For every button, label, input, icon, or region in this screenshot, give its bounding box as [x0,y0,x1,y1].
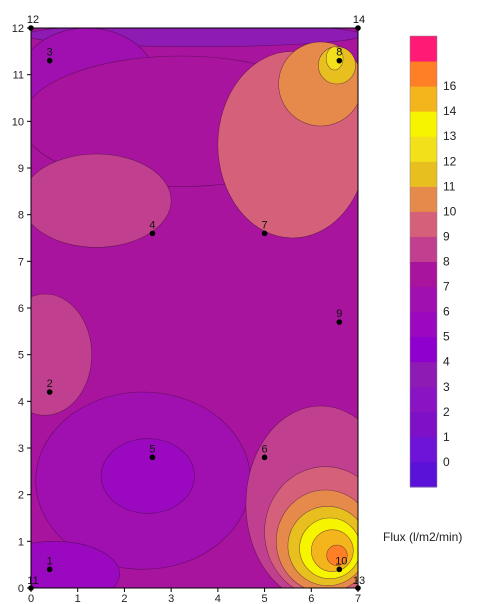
x-tick-label: 4 [215,593,221,604]
measurement-point-14 [355,25,361,31]
x-tick-label: 1 [75,593,81,604]
colorbar-swatch [410,386,437,413]
colorbar-title: Flux (l/m2/min) [383,530,463,544]
measurement-point-label: 10 [335,555,347,567]
colorbar-swatch [410,111,437,137]
colorbar-swatch [410,461,437,488]
x-tick-label: 7 [355,593,361,604]
measurement-point-10 [336,566,343,573]
contour-region-19 [326,544,348,566]
measurement-point-12 [28,25,34,31]
colorbar-level-label: 2 [443,405,450,419]
measurement-point-label: 7 [262,219,268,231]
measurement-point-label: 12 [27,14,39,26]
measurement-point-5 [149,454,156,461]
contour-region-4 [31,153,172,248]
colorbar-level-label: 7 [443,280,450,294]
measurement-point-label: 5 [149,443,155,455]
plot-area [31,28,358,588]
y-tick-label: 1 [18,536,24,548]
colorbar-swatch [410,436,437,463]
colorbar-level-label: 12 [443,154,457,168]
colorbar-swatch [410,136,437,162]
colorbar-level-label: 13 [443,129,457,143]
y-tick-label: 9 [18,163,24,175]
y-tick-label: 4 [18,396,24,408]
colorbar-swatch [410,361,437,388]
contour-region-12 [31,541,121,588]
colorbar-level-label: 14 [443,104,457,118]
colorbar-level-label: 0 [443,455,450,469]
measurement-point-label: 3 [47,47,53,59]
measurement-point-7 [261,230,268,237]
colorbar-level-label: 11 [443,179,456,193]
measurement-point-label: 1 [47,555,53,567]
colorbar-swatch [410,86,437,112]
colorbar-swatch [410,186,437,212]
y-tick-label: 12 [12,23,24,35]
measurement-point-8 [336,57,343,64]
colorbar-level-label: 3 [443,380,450,394]
measurement-point-13 [355,585,361,591]
x-tick-label: 6 [308,593,314,604]
x-tick-label: 5 [262,593,268,604]
measurement-point-9 [336,319,343,325]
measurement-point-6 [261,454,268,461]
colorbar-level-label: 9 [443,229,450,243]
measurement-point-11 [28,585,34,591]
y-tick-label: 10 [12,116,24,128]
colorbar-swatch [410,211,437,237]
colorbar-swatch [410,336,437,363]
y-tick-label: 5 [18,350,24,362]
colorbar-level-label: 16 [443,79,457,93]
y-tick-label: 3 [18,443,24,455]
measurement-point-label: 13 [353,575,365,587]
measurement-point-label: 6 [262,443,268,455]
x-tick-label: 3 [168,593,174,604]
measurement-point-label: 8 [336,47,342,59]
y-tick-label: 6 [18,303,24,315]
contour-region-8 [325,46,344,71]
measurement-point-3 [46,57,53,64]
measurement-point-label: 11 [27,575,38,587]
colorbar-level-label: 4 [443,355,450,369]
measurement-point-label: 2 [47,378,53,390]
colorbar-swatch [410,161,437,187]
measurement-point-label: 14 [353,14,365,26]
colorbar-swatch [410,36,437,62]
measurement-point-label: 4 [149,219,155,231]
colorbar-frame [409,35,438,488]
contour-region-9 [31,293,93,416]
colorbar-swatch [410,61,437,87]
x-tick-label: 0 [28,593,34,604]
colorbar-swatch [410,411,437,438]
colorbar-level-label: 8 [443,255,450,269]
y-tick-label: 2 [18,490,24,502]
colorbar-level-label: 1 [443,430,450,444]
colorbar-swatch [410,311,437,338]
measurement-point-4 [149,230,156,237]
colorbar-swatch [410,261,437,288]
colorbar-level-label: 5 [443,330,450,344]
colorbar-swatch [410,236,437,262]
colorbar-level-label: 6 [443,305,450,319]
measurement-point-1 [46,566,53,573]
y-tick-label: 8 [18,210,24,222]
y-tick-label: 0 [18,583,24,595]
contour-region-11 [100,438,195,514]
measurement-point-2 [46,389,53,395]
y-tick-label: 11 [13,70,24,82]
measurement-point-label: 9 [336,308,342,320]
y-tick-label: 7 [18,256,24,268]
x-tick-label: 2 [121,593,127,604]
x-axis-ticks: 0 1 2 3 4 5 6 7 [28,588,361,604]
colorbar-level-label: 10 [443,204,457,218]
colorbar-swatch [410,286,437,313]
